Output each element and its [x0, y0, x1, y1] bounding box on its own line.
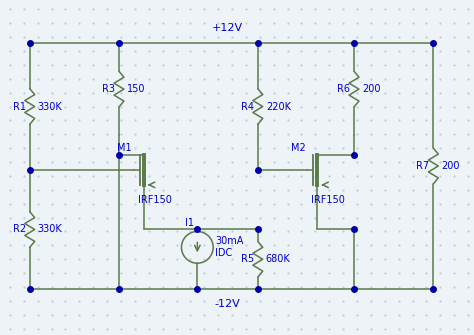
Text: R5: R5	[241, 254, 254, 264]
Text: R4: R4	[241, 102, 254, 112]
Text: 30mA: 30mA	[215, 237, 244, 246]
Text: -12V: -12V	[214, 299, 240, 309]
Text: IRF150: IRF150	[311, 195, 345, 205]
Text: IDC: IDC	[215, 248, 232, 258]
Text: M1: M1	[117, 143, 132, 153]
Text: 330K: 330K	[37, 102, 63, 112]
Text: 200: 200	[441, 161, 460, 171]
Text: 680K: 680K	[266, 254, 291, 264]
Text: IRF150: IRF150	[138, 195, 172, 205]
Text: R3: R3	[102, 84, 115, 94]
Text: I1: I1	[185, 218, 194, 228]
Text: 330K: 330K	[37, 224, 63, 234]
Text: 150: 150	[127, 84, 146, 94]
Text: 220K: 220K	[266, 102, 291, 112]
Text: R1: R1	[13, 102, 26, 112]
Text: R6: R6	[337, 84, 350, 94]
Text: +12V: +12V	[211, 23, 243, 33]
Text: 200: 200	[362, 84, 381, 94]
Text: M2: M2	[291, 143, 305, 153]
Text: R7: R7	[416, 161, 429, 171]
Text: R2: R2	[13, 224, 26, 234]
